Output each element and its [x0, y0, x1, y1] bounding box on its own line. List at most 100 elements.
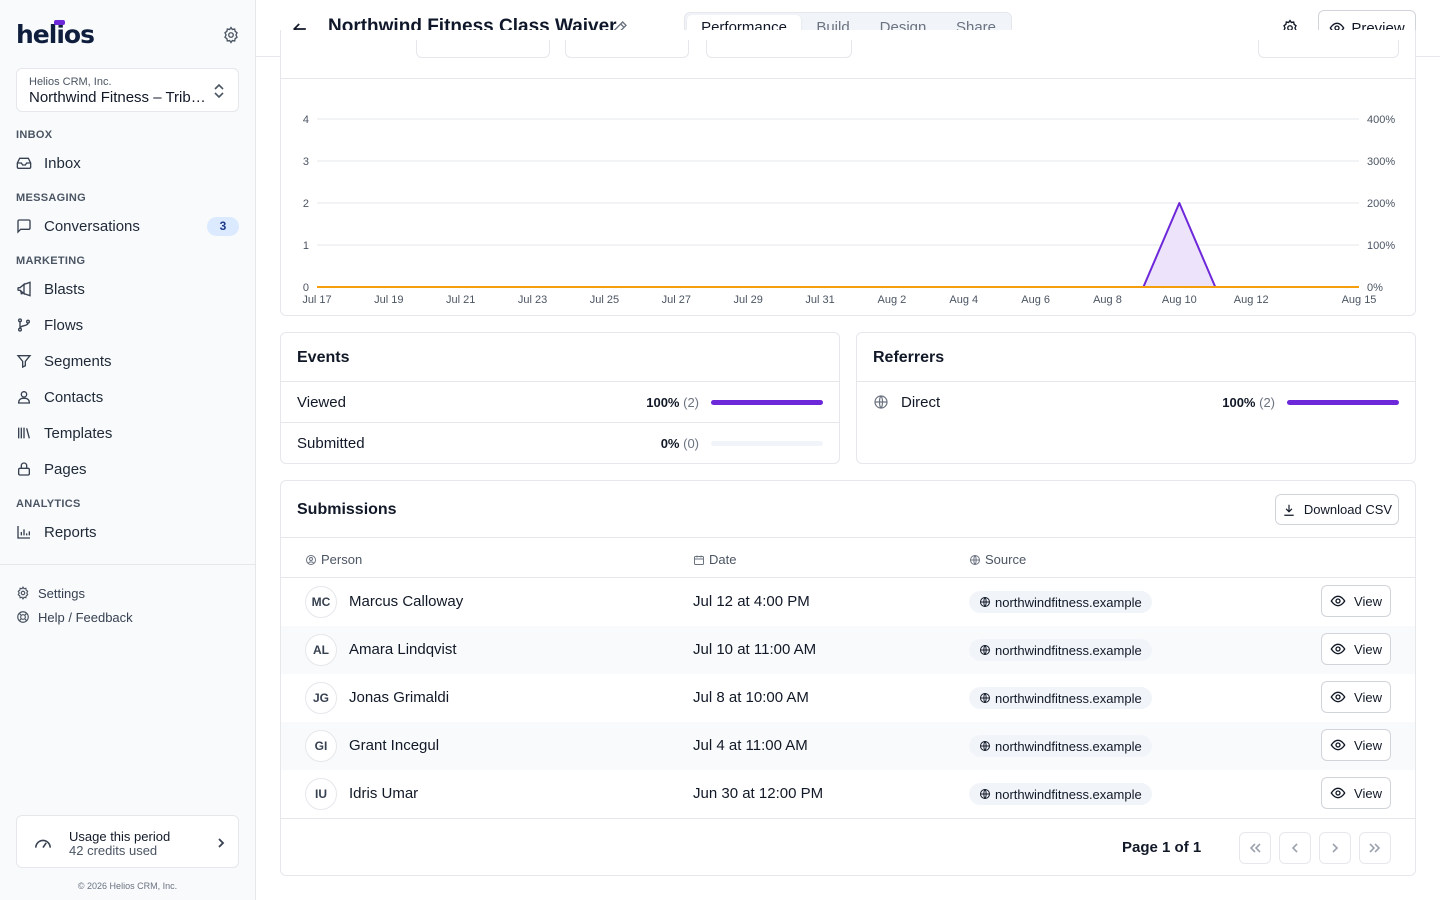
- sidebar-item-flows[interactable]: Flows: [16, 310, 239, 340]
- x-tick-label: Jul 23: [518, 294, 547, 306]
- submission-date: Jul 8 at 10:00 AM: [693, 689, 809, 706]
- download-csv-button[interactable]: Download CSV: [1275, 494, 1399, 525]
- sidebar-item-templates[interactable]: Templates: [16, 418, 239, 448]
- section-inbox: INBOX: [16, 129, 53, 141]
- next-page-button[interactable]: [1319, 832, 1351, 864]
- user-circle-icon: [306, 554, 316, 565]
- x-tick-label: Aug 2: [878, 294, 907, 306]
- usage-card[interactable]: Usage this period 42 credits used: [16, 815, 239, 868]
- copyright: © 2026 Helios CRM, Inc.: [77, 881, 178, 891]
- globe-icon: [970, 554, 980, 565]
- logo[interactable]: helios: [16, 18, 240, 52]
- sidebar-item-conversations[interactable]: Conversations 3: [16, 211, 239, 241]
- unread-badge: 3: [207, 217, 239, 236]
- view-label: View: [1354, 641, 1382, 657]
- person-name: Amara Lindqvist: [349, 641, 457, 658]
- person-name: Jonas Grimaldi: [349, 689, 450, 706]
- globe-icon: [980, 741, 990, 751]
- divider: [857, 381, 1415, 382]
- column-header-person[interactable]: Person: [305, 552, 362, 567]
- y2-tick-label: 300%: [1367, 156, 1395, 168]
- user-icon: [16, 389, 32, 405]
- column-label: Date: [709, 552, 737, 567]
- eye-icon: [1330, 691, 1346, 703]
- column-header-date[interactable]: Date: [693, 552, 736, 567]
- prev-page-button[interactable]: [1279, 832, 1311, 864]
- filter-control[interactable]: [565, 40, 689, 58]
- metric-label: Direct: [901, 394, 941, 411]
- x-tick-label: Jul 25: [590, 294, 619, 306]
- sidebar-item-label: Templates: [44, 424, 113, 442]
- eye-icon: [1330, 595, 1346, 607]
- chevron-right-icon: [216, 836, 226, 854]
- sidebar-item-inbox[interactable]: Inbox: [16, 148, 239, 178]
- sidebar-item-segments[interactable]: Segments: [16, 346, 239, 376]
- progress-bar: [711, 441, 823, 446]
- sidebar-item-pages[interactable]: Pages: [16, 454, 239, 484]
- progress-fill: [711, 400, 823, 405]
- first-page-button[interactable]: [1239, 832, 1271, 864]
- org-switcher[interactable]: Helios CRM, Inc. Northwind Fitness – Tri…: [16, 68, 239, 112]
- divider: [281, 381, 839, 382]
- message-square-icon: [16, 218, 32, 234]
- filter-icon: [16, 353, 32, 369]
- y2-tick-label: 100%: [1367, 240, 1395, 252]
- sidebar-item-label: Pages: [44, 460, 87, 478]
- chevron-left-icon: [1291, 843, 1298, 853]
- globe-icon: [980, 645, 990, 655]
- gear-icon[interactable]: [222, 26, 240, 44]
- library-icon: [16, 425, 32, 441]
- chevrons-right-icon: [1369, 843, 1381, 853]
- x-tick-label: Aug 8: [1093, 294, 1122, 306]
- person-name: Idris Umar: [349, 785, 419, 802]
- org-name: Northwind Fitness – Tribeca: [29, 89, 207, 106]
- view-button[interactable]: View: [1321, 585, 1391, 617]
- eye-icon: [1330, 787, 1346, 799]
- divider: [281, 537, 1415, 538]
- sidebar-item-blasts[interactable]: Blasts: [16, 274, 239, 304]
- view-button[interactable]: View: [1321, 681, 1391, 713]
- avatar: GI: [305, 730, 337, 762]
- metric-label: Submitted: [297, 435, 365, 452]
- download-icon: [1284, 504, 1294, 516]
- submissions-title: Submissions: [297, 501, 397, 518]
- person-name: Marcus Calloway: [349, 593, 464, 610]
- x-tick-label: Jul 19: [374, 294, 403, 306]
- chart-divider: [280, 78, 1416, 79]
- section-analytics: ANALYTICS: [16, 498, 81, 510]
- table-row: JG Jonas Grimaldi Jul 8 at 10:00 AM northwi…: [281, 674, 1415, 722]
- view-button[interactable]: View: [1321, 633, 1391, 665]
- metric-value: 100% (2): [1222, 395, 1275, 410]
- events-card: Events Viewed 100% (2) Submitted 0% (0): [280, 332, 840, 464]
- sidebar-item-reports[interactable]: Reports: [16, 517, 239, 547]
- y-tick-label: 2: [303, 198, 309, 210]
- view-button[interactable]: View: [1321, 729, 1391, 761]
- megaphone-icon: [16, 281, 32, 297]
- metric-value: 0% (0): [660, 436, 699, 451]
- view-button[interactable]: View: [1321, 777, 1391, 809]
- pagination-label: Page 1 of 1: [1122, 839, 1202, 856]
- lock-icon: [16, 461, 32, 477]
- performance-chart-card: [280, 30, 1416, 316]
- filter-control[interactable]: [416, 40, 550, 58]
- filter-control[interactable]: [706, 40, 852, 58]
- sidebar-link-settings[interactable]: Settings: [16, 584, 85, 602]
- submission-date: Jul 4 at 11:00 AM: [693, 737, 808, 754]
- submissions-card: Submissions Download CSV Person Date Sou…: [280, 480, 1416, 876]
- sidebar-link-help[interactable]: Help / Feedback: [16, 608, 133, 626]
- last-page-button[interactable]: [1359, 832, 1391, 864]
- chevrons-left-icon: [1249, 843, 1261, 853]
- sidebar-item-contacts[interactable]: Contacts: [16, 382, 239, 412]
- avatar: AL: [305, 634, 337, 666]
- column-label: Person: [321, 552, 363, 567]
- sidebar-item-label: Blasts: [44, 280, 85, 298]
- divider: [281, 818, 1415, 819]
- column-header-source[interactable]: Source: [969, 552, 1026, 567]
- progress-fill: [1287, 400, 1399, 405]
- table-row: MC Marcus Calloway Jul 12 at 4:00 PM northw…: [281, 578, 1415, 626]
- x-tick-label: Jul 31: [805, 294, 834, 306]
- x-axis-ticks: Jul 17 Jul 19 Jul 21 Jul 23 Jul 25 Jul 27 Jul …: [302, 294, 1376, 306]
- events-title: Events: [297, 349, 350, 366]
- filter-control[interactable]: [1258, 40, 1399, 58]
